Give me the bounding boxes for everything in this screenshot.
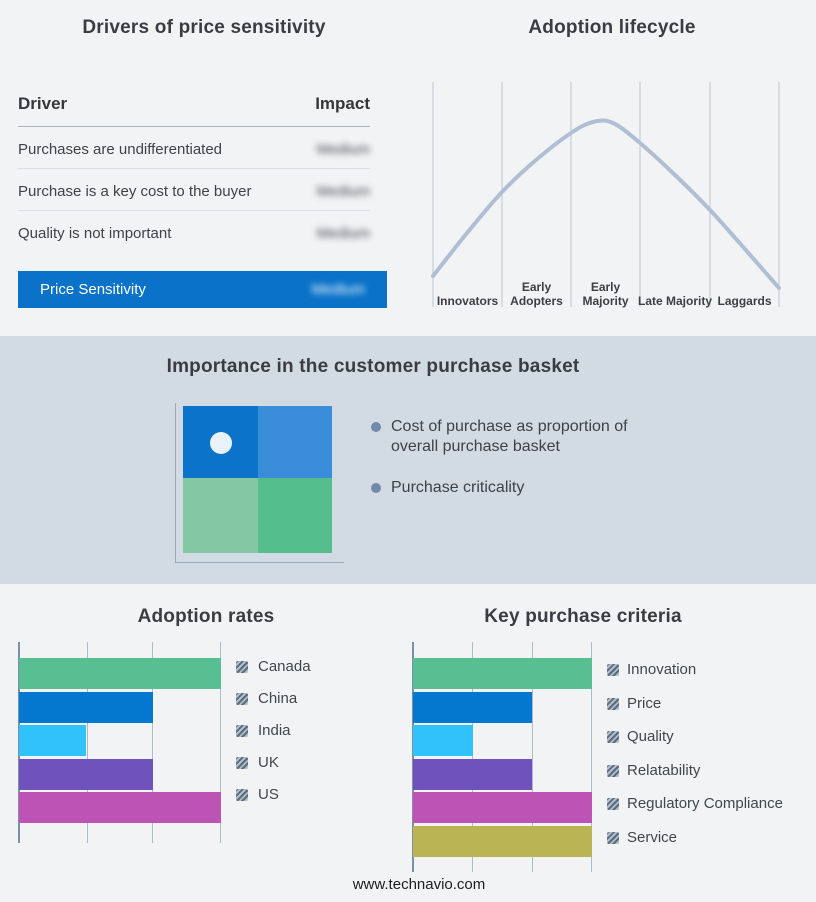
- adoption_rates-gridline: [220, 642, 221, 843]
- legend-swatch-icon-canada: [236, 661, 248, 673]
- driver-name: Purchase is a key cost to the buyer: [18, 183, 252, 200]
- bar-regulatory-compliance: [413, 792, 592, 823]
- price-sensitivity-impact: Medium: [311, 281, 365, 298]
- driver-name: Purchases are undifferentiated: [18, 141, 223, 158]
- driver-row: Purchases are undifferentiated Medium: [18, 127, 370, 169]
- bar-quality: [413, 725, 473, 756]
- bullet-text: Cost of purchase as proportion of overal…: [391, 418, 628, 455]
- basket-bullet-item: Purchase criticality: [371, 478, 643, 498]
- key_purchase_criteria-gridline: [532, 642, 533, 872]
- key_purchase_criteria-gridline: [472, 642, 473, 872]
- bullet-dot-icon: [371, 422, 381, 432]
- quadrant-matrix: [183, 406, 332, 553]
- bullet-dot-icon: [371, 483, 381, 493]
- position-dot: [210, 432, 232, 454]
- footer-url: www.technavio.com: [352, 876, 486, 893]
- adoption-lifecycle-chart: [431, 82, 781, 307]
- price-sensitivity-label: Price Sensitivity: [40, 281, 146, 298]
- basket-bullet-item: Cost of purchase as proportion of overal…: [371, 417, 643, 457]
- basket-bullet-list: Cost of purchase as proportion of overal…: [371, 417, 643, 519]
- legend-label-service: Service: [627, 829, 678, 846]
- column-impact: Impact: [315, 94, 370, 113]
- quadrant-top-right: [258, 406, 332, 478]
- legend-swatch-icon-regulatory-compliance: [607, 798, 619, 810]
- legend-label-china: China: [258, 690, 298, 707]
- legend-label-relatability: Relatability: [627, 762, 701, 779]
- bar-relatability: [413, 759, 532, 790]
- bar-innovation: [413, 658, 592, 689]
- drivers-table-rows: Purchases are undifferentiated Medium Purc…: [18, 127, 370, 252]
- driver-row: Purchase is a key cost to the buyer Mediu…: [18, 169, 370, 211]
- adoption-rates-title: Adoption rates: [137, 606, 275, 627]
- quadrant-bottom-left: [183, 478, 258, 553]
- lifecycle-stage-label: Late Majority: [637, 294, 712, 308]
- lifecycle-title: Adoption lifecycle: [528, 17, 696, 38]
- column-driver: Driver: [18, 94, 68, 113]
- driver-impact: Medium: [316, 225, 370, 242]
- driver-impact: Medium: [316, 183, 370, 200]
- legend-label-india: India: [258, 722, 291, 739]
- purchase-basket-band: Importance in the customer purchase bask…: [0, 336, 816, 584]
- legend-label-innovation: Innovation: [627, 661, 697, 678]
- driver-name: Quality is not important: [18, 225, 172, 242]
- legend-label-quality: Quality: [627, 728, 674, 745]
- drivers-table-header: Driver Impact: [18, 92, 370, 127]
- drivers-table: Driver Impact Purchases are undifferenti…: [18, 92, 370, 252]
- quadrant-axis: [175, 403, 344, 563]
- key-purchase-criteria-title: Key purchase criteria: [484, 606, 682, 627]
- bar-service: [413, 826, 592, 857]
- adoption_rates-gridline: [152, 642, 153, 843]
- lifecycle-stage-label: Innovators: [436, 294, 499, 308]
- legend-label-uk: UK: [258, 754, 279, 771]
- lifecycle-stage-label: Laggards: [717, 294, 772, 308]
- price-sensitivity-row: Price Sensitivity Medium: [18, 271, 387, 308]
- legend-label-price: Price: [627, 695, 662, 712]
- legend-swatch-icon-india: [236, 725, 248, 737]
- legend-label-canada: Canada: [258, 658, 311, 675]
- bar-china: [19, 692, 153, 723]
- lifecycle-stage-labels: Innovators Early Adopters Early Majority La…: [408, 0, 816, 308]
- quadrant-bottom-right: [258, 478, 332, 553]
- adoption_rates-gridline: [87, 642, 88, 843]
- adoption-curve: [431, 118, 781, 290]
- drivers-title: Drivers of price sensitivity: [82, 17, 326, 38]
- bar-canada: [19, 658, 221, 689]
- key_purchase_criteria-y-axis: [412, 642, 414, 872]
- legend-swatch-icon-us: [236, 789, 248, 801]
- bullet-text: Purchase criticality: [391, 479, 525, 496]
- legend-label-regulatory-compliance: Regulatory Compliance: [627, 795, 783, 812]
- bar-uk: [19, 759, 153, 790]
- legend-swatch-icon-service: [607, 832, 619, 844]
- driver-row: Quality is not important Medium: [18, 211, 370, 252]
- legend-swatch-icon-innovation: [607, 664, 619, 676]
- legend-swatch-icon-relatability: [607, 765, 619, 777]
- legend-label-us: US: [258, 786, 279, 803]
- legend-swatch-icon-uk: [236, 757, 248, 769]
- legend-swatch-icon-quality: [607, 731, 619, 743]
- key_purchase_criteria-gridline: [591, 642, 592, 872]
- bar-price: [413, 692, 532, 723]
- lifecycle-stage-label: Early Adopters: [510, 280, 563, 308]
- quadrant-top-left: [183, 406, 258, 478]
- basket-title: Importance in the customer purchase bask…: [166, 356, 580, 377]
- bar-us: [19, 792, 221, 823]
- legend-swatch-icon-price: [607, 698, 619, 710]
- legend-swatch-icon-china: [236, 693, 248, 705]
- bar-india: [19, 725, 86, 756]
- driver-impact: Medium: [316, 141, 370, 158]
- lifecycle-stage-label: Early Majority: [582, 280, 629, 308]
